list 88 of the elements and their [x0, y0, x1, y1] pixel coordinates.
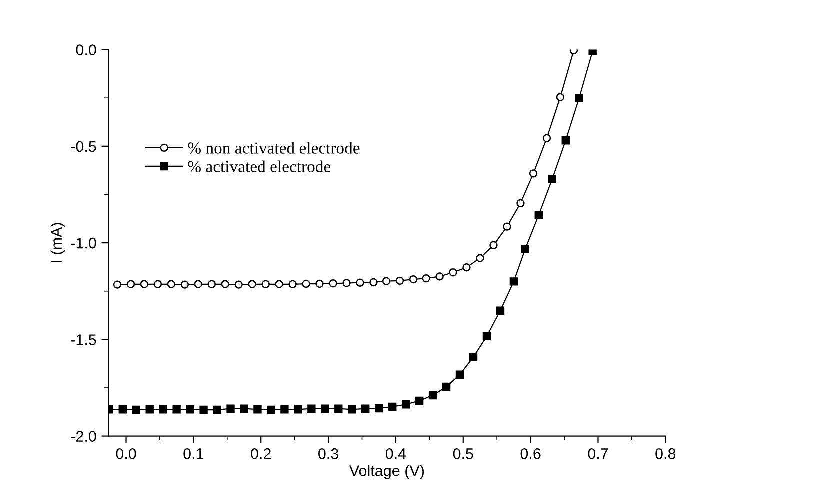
point [200, 406, 208, 414]
point [388, 402, 397, 412]
point [356, 278, 364, 287]
point [113, 280, 122, 289]
point [294, 406, 302, 414]
x-tick-label: 0.5 [453, 448, 474, 460]
point [226, 404, 235, 413]
point [375, 404, 384, 413]
y-axis-title: I (mA) [50, 223, 66, 262]
x-tick-label: 0.1 [184, 448, 204, 460]
point [240, 404, 248, 413]
point [180, 280, 190, 289]
point [556, 93, 565, 102]
point [409, 275, 418, 284]
point [146, 406, 154, 414]
x-tick-label: 0.6 [520, 448, 541, 460]
point [362, 404, 370, 413]
point [370, 278, 378, 287]
point [342, 279, 351, 288]
y-tick-label: -2.0 [71, 431, 96, 442]
point [529, 170, 538, 178]
point [510, 278, 518, 286]
y-tick-label: -0.5 [71, 141, 96, 152]
point [462, 263, 471, 272]
point [208, 280, 216, 289]
point [469, 353, 478, 362]
point [302, 280, 310, 288]
point [267, 406, 276, 414]
point [436, 272, 444, 281]
point [288, 280, 297, 289]
point [562, 136, 570, 145]
point [159, 406, 168, 414]
point [172, 406, 181, 414]
point [402, 400, 410, 409]
point [308, 404, 316, 413]
point [503, 222, 512, 231]
x-tick-label: 0.8 [656, 448, 676, 460]
point [234, 280, 243, 289]
point [316, 280, 324, 288]
point [132, 406, 140, 414]
point [415, 396, 424, 406]
point [126, 280, 136, 289]
point [262, 280, 270, 289]
point [194, 280, 203, 289]
legend-label: % non activated electrode [188, 142, 360, 154]
point [428, 391, 438, 400]
point [213, 406, 222, 414]
point [280, 406, 289, 414]
x-tick-label: 0.7 [588, 448, 608, 460]
x-axis-title: Voltage (V) [349, 465, 424, 480]
point [482, 332, 492, 340]
point [154, 280, 162, 289]
point [248, 280, 256, 289]
point [396, 276, 404, 286]
point [490, 241, 498, 250]
point [496, 306, 505, 315]
point [275, 280, 284, 289]
point [442, 382, 451, 392]
point [334, 404, 343, 413]
y-tick-label: -1.0 [71, 238, 96, 249]
point [321, 404, 330, 413]
x-tick-label: 0.2 [251, 448, 271, 460]
point [167, 280, 176, 289]
point [329, 280, 338, 288]
point [521, 245, 530, 254]
legend-label: % activated electrode [188, 160, 331, 173]
point [382, 277, 391, 286]
x-tick-label: 0.3 [318, 448, 338, 460]
point [588, 50, 597, 56]
point [221, 280, 230, 289]
point [542, 134, 552, 142]
point [575, 94, 584, 102]
point [516, 199, 525, 208]
point [254, 406, 262, 414]
x-tick-label: 0.4 [386, 448, 406, 460]
point [348, 406, 356, 414]
point [118, 406, 127, 414]
y-tick-label: 0.0 [76, 44, 96, 56]
point [422, 274, 430, 283]
point [449, 268, 458, 277]
point [534, 211, 543, 220]
y-tick-label: -1.5 [71, 334, 96, 346]
point [456, 370, 464, 379]
point [476, 254, 484, 262]
point [548, 175, 556, 184]
point [140, 280, 149, 289]
point [186, 406, 194, 414]
x-tick-label: 0.0 [116, 448, 136, 460]
